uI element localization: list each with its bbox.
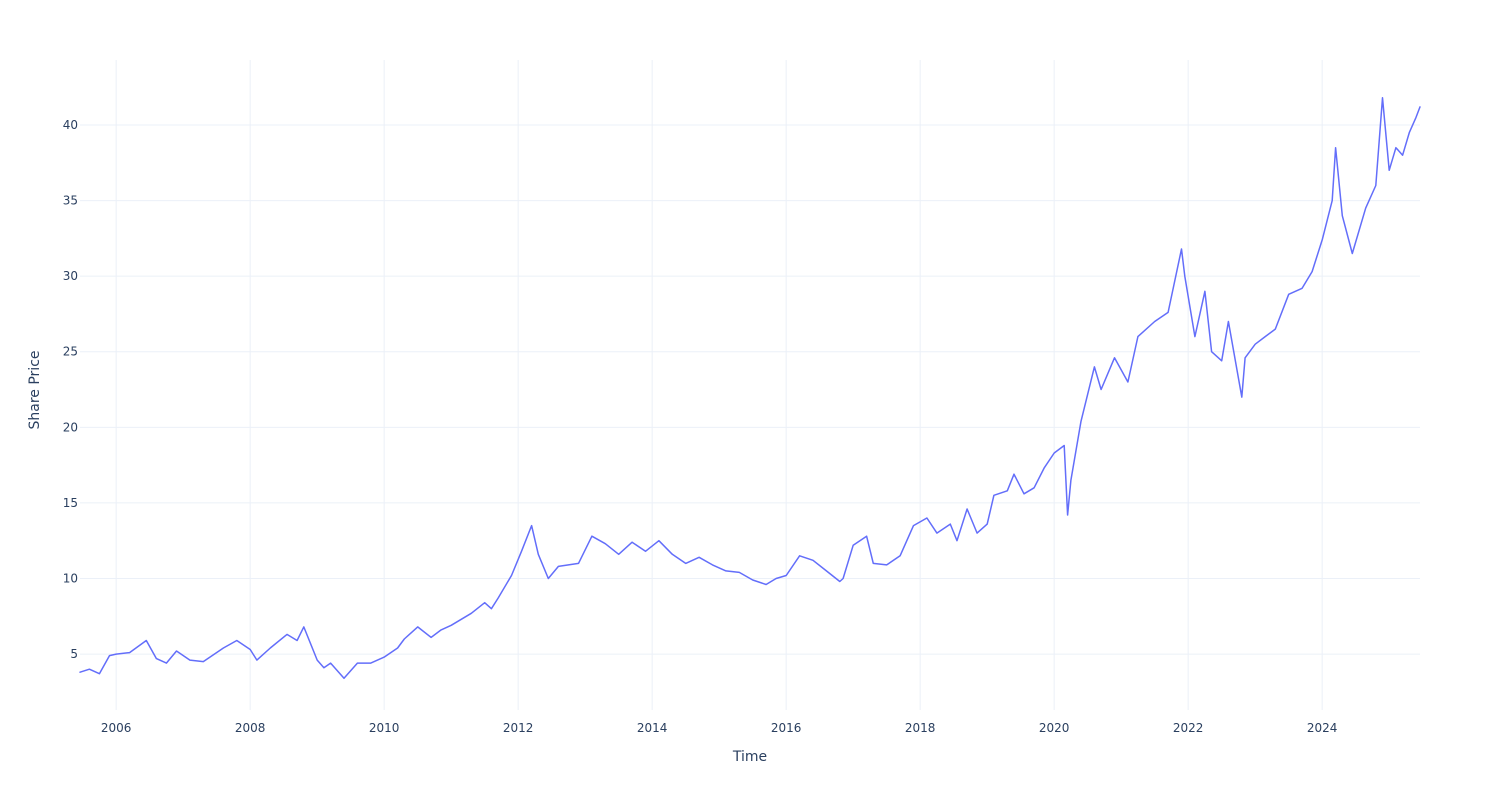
- y-tick-label: 40: [63, 118, 78, 132]
- x-axis-title: Time: [732, 749, 767, 765]
- x-tick-label: 2014: [637, 721, 668, 735]
- y-axis-title: Share Price: [27, 350, 43, 429]
- share-price-line: [79, 97, 1421, 680]
- x-tick-label: 2012: [503, 721, 534, 735]
- x-tick-label: 2008: [235, 721, 266, 735]
- x-tick-label: 2022: [1173, 721, 1204, 735]
- x-tick-label: 2018: [905, 721, 936, 735]
- x-tick-label: 2024: [1307, 721, 1338, 735]
- y-tick-labels: 5 10 15 20 25 30 35 40: [63, 118, 78, 661]
- y-tick-label: 25: [63, 345, 78, 359]
- y-gridlines: [80, 124, 1420, 655]
- y-tick-label: 5: [70, 647, 78, 661]
- y-tick-label: 30: [63, 269, 78, 283]
- x-gridlines: [115, 60, 1323, 710]
- x-tick-label: 2016: [771, 721, 802, 735]
- x-tick-label: 2010: [369, 721, 400, 735]
- series-layer: [79, 97, 1421, 680]
- y-tick-label: 15: [63, 496, 78, 510]
- x-tick-label: 2006: [101, 721, 132, 735]
- y-tick-label: 20: [63, 420, 78, 434]
- x-tick-labels: 2006 2008 2010 2012 2014 2016 2018 2020 2022 2024: [101, 721, 1338, 735]
- x-tick-label: 2020: [1039, 721, 1070, 735]
- y-tick-label: 35: [63, 194, 78, 208]
- y-tick-label: 10: [63, 571, 78, 585]
